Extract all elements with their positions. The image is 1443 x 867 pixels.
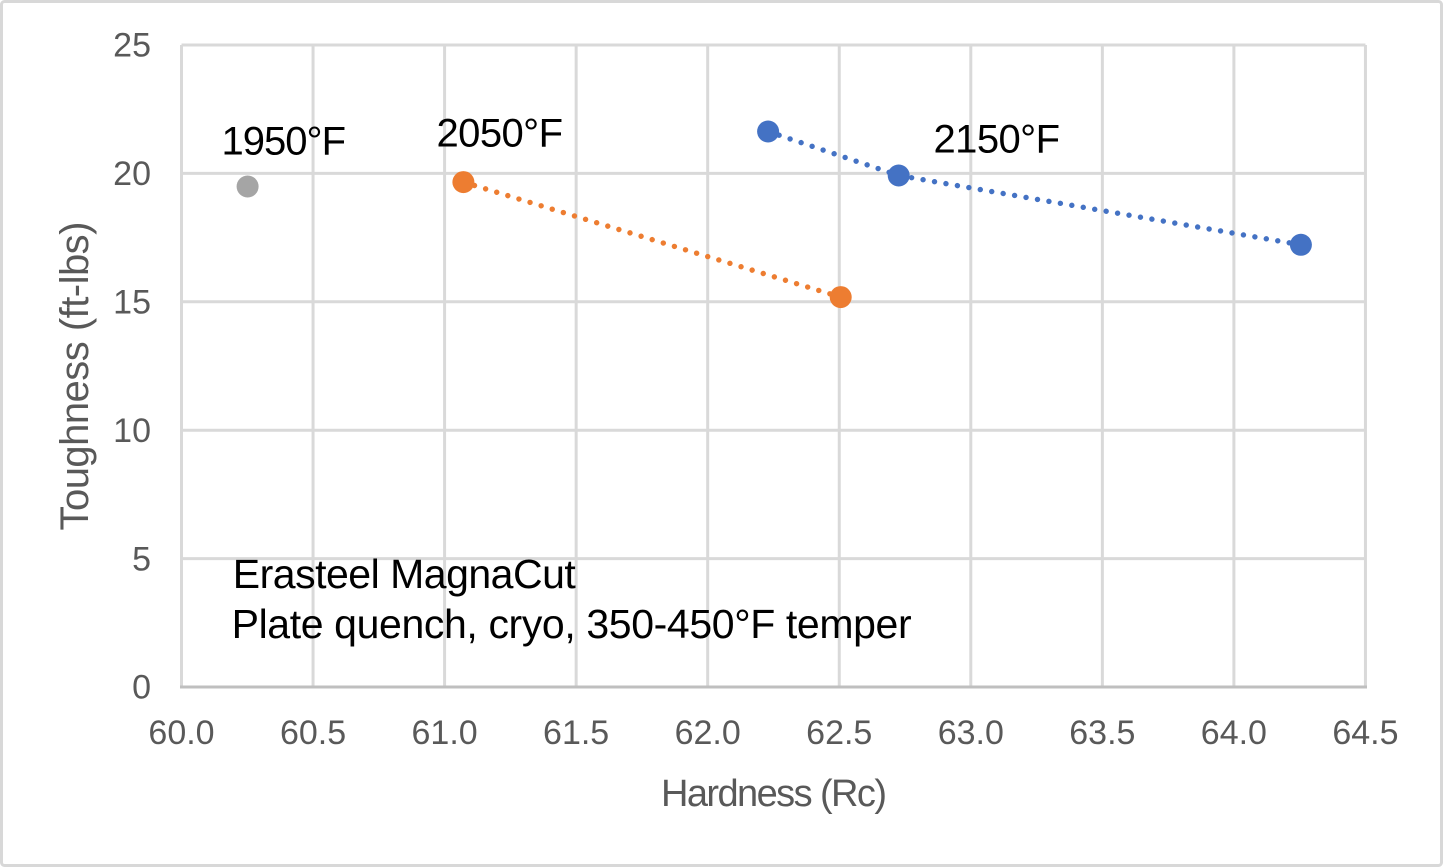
svg-text:63.5: 63.5 <box>1069 714 1135 752</box>
svg-text:10: 10 <box>113 412 151 450</box>
svg-text:64.5: 64.5 <box>1332 714 1398 752</box>
svg-text:Toughness (ft-lbs): Toughness (ft-lbs) <box>53 222 97 531</box>
svg-text:0: 0 <box>132 669 151 707</box>
svg-text:62.5: 62.5 <box>806 714 872 752</box>
svg-text:61.5: 61.5 <box>543 714 609 752</box>
svg-text:61.0: 61.0 <box>412 714 478 752</box>
svg-text:15: 15 <box>113 284 151 322</box>
svg-text:60.0: 60.0 <box>148 714 214 752</box>
svg-text:20: 20 <box>113 155 151 193</box>
svg-text:64.0: 64.0 <box>1201 714 1267 752</box>
svg-text:Erasteel MagnaCut: Erasteel MagnaCut <box>233 551 577 597</box>
svg-text:63.0: 63.0 <box>938 714 1004 752</box>
svg-text:1950°F: 1950°F <box>222 120 347 164</box>
svg-text:Plate quench, cryo, 350-450°F: Plate quench, cryo, 350-450°F temper <box>232 601 912 647</box>
svg-text:5: 5 <box>132 540 151 578</box>
svg-text:60.5: 60.5 <box>280 714 346 752</box>
svg-text:Hardness (Rc): Hardness (Rc) <box>661 773 887 815</box>
svg-text:2150°F: 2150°F <box>934 118 1061 162</box>
svg-text:62.0: 62.0 <box>675 714 741 752</box>
svg-text:25: 25 <box>113 27 151 65</box>
svg-text:2050°F: 2050°F <box>437 112 564 156</box>
